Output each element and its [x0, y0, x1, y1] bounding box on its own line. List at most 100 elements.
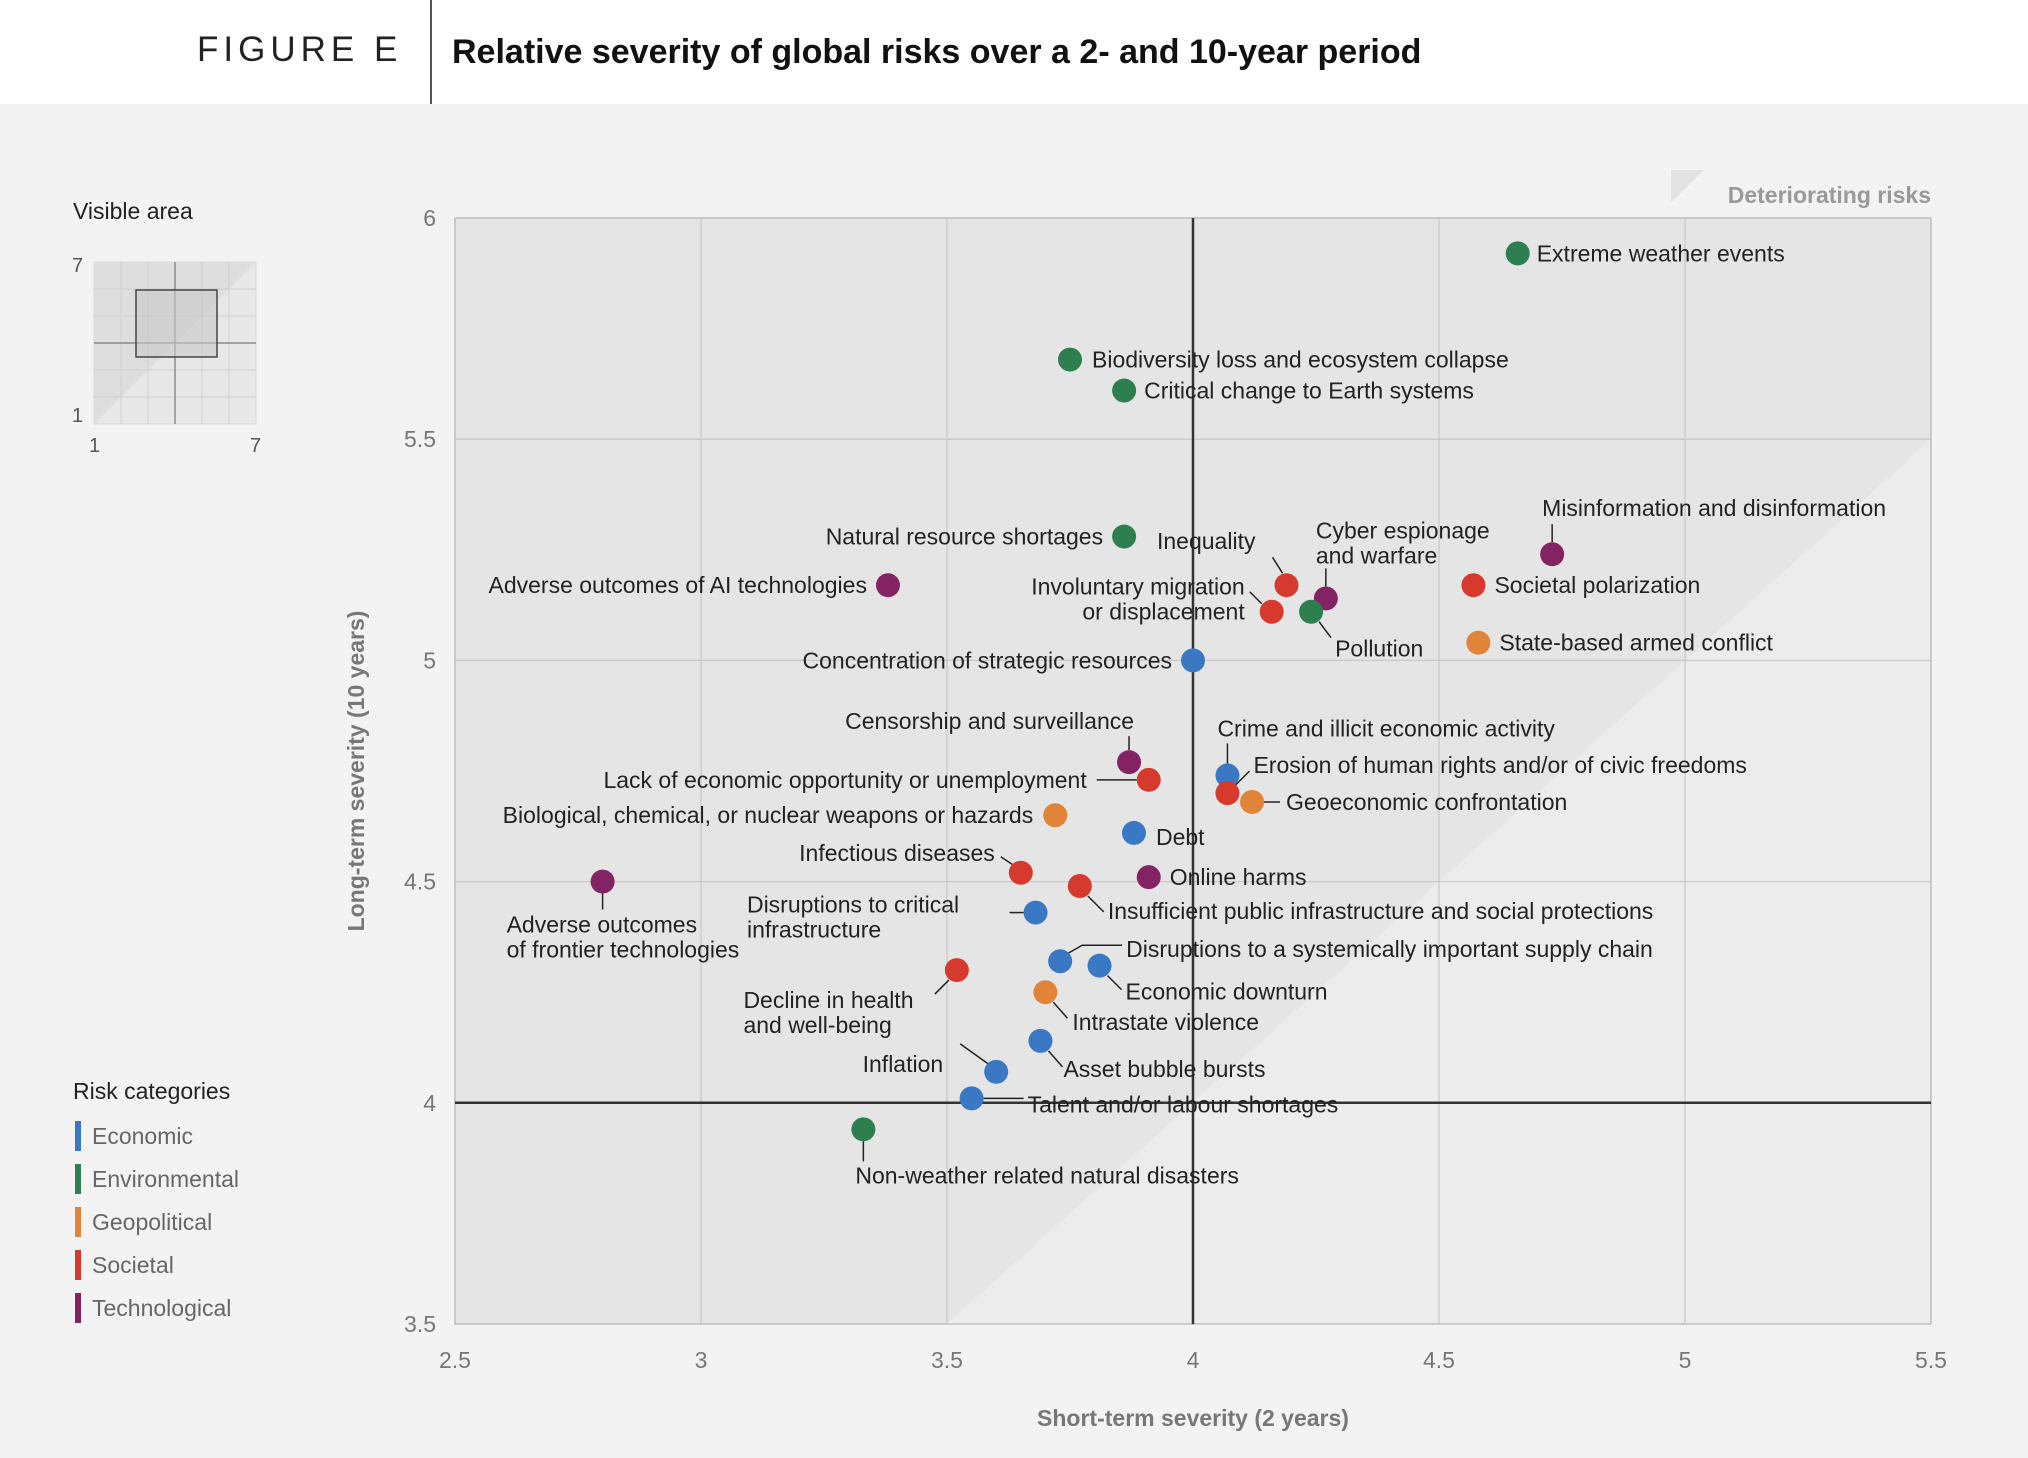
data-label: Misinformation and disinformation — [1542, 495, 1886, 521]
data-point — [875, 573, 900, 598]
data-label-line: and warfare — [1316, 542, 1437, 568]
data-label-line: Disruptions to critical — [747, 892, 959, 918]
data-point — [1505, 241, 1530, 266]
figure-title: Relative severity of global risks over a… — [452, 33, 1422, 71]
header-divider — [430, 0, 432, 104]
data-label: Online harms — [1170, 864, 1307, 890]
data-point — [944, 958, 969, 983]
data-label: Talent and/or labour shortages — [1028, 1091, 1339, 1117]
data-point — [1033, 980, 1058, 1005]
data-label: Inequality — [1157, 528, 1256, 554]
data-label: Disruptions to a systemically important … — [1126, 936, 1653, 962]
legend-label: Societal — [92, 1252, 174, 1278]
data-point — [1136, 865, 1161, 890]
data-label-line: Adverse outcomes — [507, 912, 697, 938]
minimap-tick-y-max: 7 — [72, 255, 83, 277]
data-label: Extreme weather events — [1537, 240, 1785, 266]
x-axis-title: Short-term severity (2 years) — [1037, 1405, 1349, 1431]
leader-line — [1234, 770, 1250, 786]
x-tick-label: 4.5 — [1423, 1347, 1455, 1373]
data-label: Insufficient public infrastructure and s… — [1108, 898, 1653, 924]
data-label-line: Decline in health — [743, 987, 913, 1013]
data-point — [1215, 781, 1240, 806]
data-point — [1087, 953, 1112, 978]
data-label: Inflation — [863, 1051, 944, 1077]
data-point — [1112, 378, 1137, 403]
data-point — [1048, 949, 1073, 974]
minimap-tick-x-min: 1 — [89, 435, 100, 457]
data-label: Adverse outcomes of frontier technologies — [507, 912, 740, 963]
data-point — [1274, 573, 1299, 598]
data-label: Cyber espionage and warfare — [1316, 517, 1490, 568]
data-label: Involuntary migration or displacement — [1031, 574, 1245, 625]
data-label: Geoeconomic confrontation — [1286, 789, 1567, 815]
data-label: Lack of economic opportunity or unemploy… — [603, 767, 1087, 793]
legend-label: Technological — [92, 1295, 232, 1321]
data-label: Disruptions to critical infrastructure — [747, 892, 959, 943]
x-tick-label: 3 — [695, 1347, 708, 1373]
data-point — [1121, 820, 1146, 845]
data-point — [1299, 599, 1324, 624]
data-point — [1215, 763, 1240, 788]
x-tick-label: 2.5 — [439, 1347, 471, 1373]
leader-line — [1249, 591, 1263, 605]
data-point — [1008, 860, 1033, 885]
legend-label: Environmental — [92, 1166, 240, 1192]
data-point — [1043, 803, 1068, 828]
y-axis-title: Long-term severity (10 years) — [343, 611, 369, 932]
legend-title: Risk categories — [73, 1078, 231, 1104]
data-label: Infectious diseases — [799, 840, 995, 866]
minimap-tick-x-max: 7 — [250, 435, 261, 457]
data-point — [1067, 874, 1092, 899]
figure-header: FIGURE E Relative severity of global ris… — [0, 0, 2028, 104]
data-label: Natural resource shortages — [826, 524, 1103, 550]
legend-swatch — [75, 1121, 81, 1151]
data-label: State-based armed conflict — [1499, 630, 1773, 656]
data-point — [1112, 524, 1137, 549]
y-tick-label: 5.5 — [404, 426, 436, 452]
leader-line — [1087, 895, 1105, 913]
leader-line — [1047, 1050, 1064, 1068]
data-label: Asset bubble bursts — [1063, 1056, 1265, 1082]
data-label-line: or displacement — [1082, 599, 1245, 625]
data-label-line: infrastructure — [747, 917, 881, 943]
data-label: Concentration of strategic resources — [803, 647, 1172, 673]
data-label: Erosion of human rights and/or of civic … — [1253, 752, 1746, 778]
data-point — [1117, 750, 1142, 775]
data-point — [1058, 347, 1082, 372]
data-label-line: of frontier technologies — [507, 937, 740, 963]
data-label: Pollution — [1335, 636, 1423, 662]
leader-line — [1052, 1001, 1068, 1019]
data-point — [1240, 789, 1265, 814]
legend-swatch — [75, 1250, 81, 1280]
data-point — [1466, 630, 1491, 655]
y-tick-label: 4 — [423, 1090, 436, 1116]
data-point — [590, 869, 615, 894]
data-point — [1259, 599, 1284, 624]
leader-line — [1067, 944, 1123, 954]
data-label: Decline in health and well-being — [743, 987, 913, 1038]
legend-swatch — [75, 1293, 81, 1323]
leader-line — [934, 979, 950, 995]
data-point — [1461, 573, 1486, 598]
figure-label: FIGURE E — [197, 30, 403, 69]
data-label: Censorship and surveillance — [845, 708, 1134, 734]
data-point — [1540, 542, 1565, 567]
data-point — [984, 1059, 1009, 1084]
data-label: Adverse outcomes of AI technologies — [489, 572, 867, 598]
legend-swatch — [75, 1164, 81, 1194]
x-tick-label: 3.5 — [931, 1347, 963, 1373]
deteriorating-risks-label: Deteriorating risks — [1728, 182, 1931, 208]
y-tick-label: 5 — [423, 647, 436, 673]
data-point — [1023, 900, 1048, 925]
data-label-line: Cyber espionage — [1316, 517, 1490, 543]
leader-line — [1106, 975, 1123, 991]
leader-line — [959, 1043, 989, 1065]
data-label: Biological, chemical, or nuclear weapons… — [503, 802, 1034, 828]
visible-area-title: Visible area — [73, 198, 193, 224]
data-label-line: and well-being — [743, 1012, 891, 1038]
legend-label: Economic — [92, 1123, 193, 1149]
data-label: Non-weather related natural disasters — [855, 1162, 1239, 1188]
leader-line — [1318, 621, 1332, 639]
